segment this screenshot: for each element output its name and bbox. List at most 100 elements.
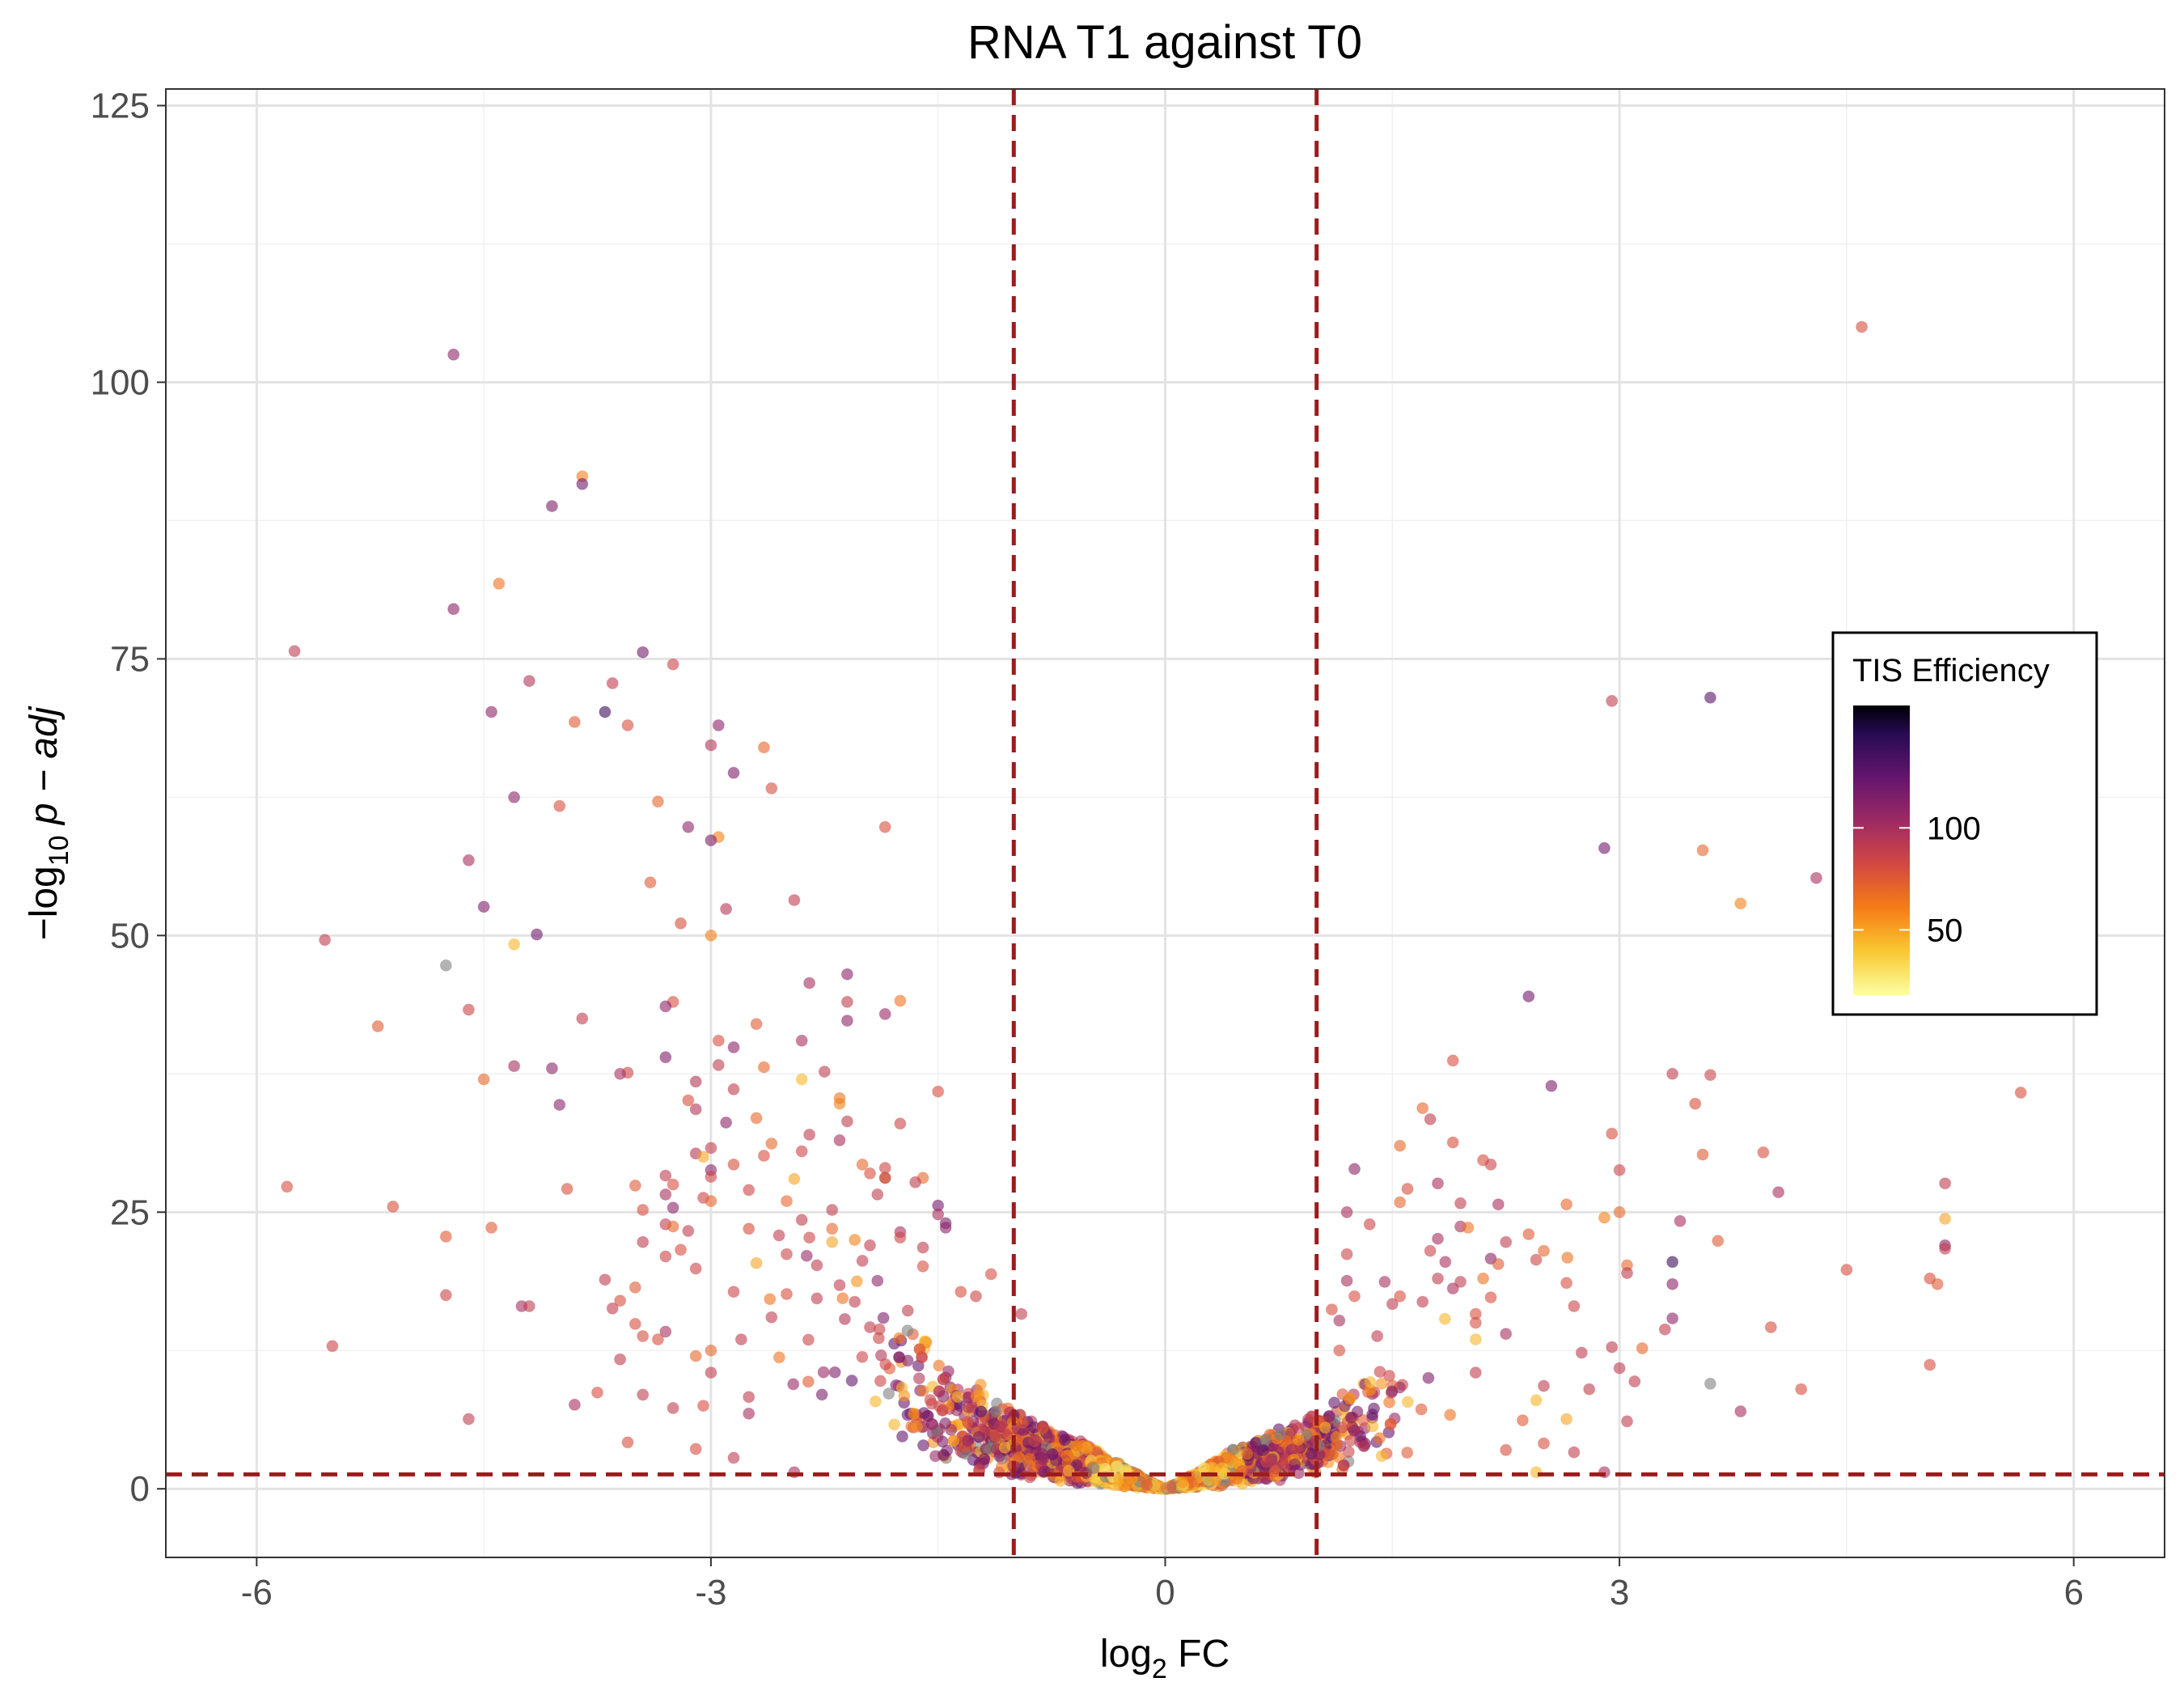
data-point [1274, 1428, 1287, 1441]
data-point [1666, 1312, 1679, 1325]
data-point [916, 1384, 929, 1397]
data-point [1446, 1282, 1459, 1295]
data-point [439, 1230, 452, 1243]
data-point [675, 1244, 687, 1256]
data-point [1636, 1342, 1649, 1354]
data-point [895, 1381, 908, 1394]
data-point [1363, 1218, 1376, 1231]
y-tick-label: 75 [110, 639, 150, 679]
data-point [599, 1273, 612, 1286]
data-point [1323, 1410, 1335, 1422]
data-point [743, 1222, 756, 1235]
data-point [879, 1358, 892, 1371]
data-point [878, 1007, 891, 1020]
data-point [1560, 1413, 1573, 1426]
data-point [817, 1366, 830, 1379]
data-point [1364, 1375, 1377, 1388]
data-point [667, 1401, 679, 1414]
data-point [795, 1073, 808, 1086]
data-point [916, 1241, 929, 1254]
data-point [1394, 1290, 1407, 1303]
y-tick-label: 25 [110, 1193, 150, 1232]
data-point [1492, 1198, 1505, 1211]
data-point [750, 1112, 763, 1125]
data-point [1666, 1277, 1679, 1290]
data-point [1241, 1447, 1254, 1460]
data-point [553, 799, 566, 812]
data-point [1492, 1258, 1505, 1270]
data-point [1386, 1385, 1399, 1398]
data-point [972, 1430, 985, 1443]
data-point [1337, 1459, 1350, 1472]
data-point [1386, 1298, 1399, 1311]
data-point [531, 928, 544, 941]
data-point [1598, 1211, 1610, 1224]
data-point [1795, 1383, 1808, 1396]
data-point [750, 1256, 763, 1269]
data-point [743, 1184, 756, 1197]
data-point [523, 1300, 535, 1312]
data-point [1357, 1439, 1370, 1452]
data-point [1424, 1244, 1437, 1257]
y-tick-label: 0 [130, 1469, 150, 1509]
data-point [667, 1201, 679, 1214]
data-point [1704, 1377, 1716, 1390]
data-point [667, 1220, 679, 1233]
data-point [850, 1275, 863, 1288]
data-point [659, 1000, 672, 1013]
data-point [1422, 1371, 1435, 1384]
data-point [947, 1434, 960, 1447]
data-point [1939, 1242, 1952, 1255]
data-point [727, 1451, 740, 1464]
data-point [1378, 1275, 1391, 1288]
data-point [989, 1430, 1001, 1443]
data-point [508, 790, 521, 803]
data-point [1704, 1069, 1716, 1082]
data-point [637, 646, 650, 659]
data-point [1223, 1452, 1236, 1465]
data-point [1606, 1127, 1619, 1140]
data-point [485, 705, 497, 718]
data-point [917, 1439, 929, 1451]
data-point [913, 1343, 926, 1356]
data-point [1340, 1205, 1353, 1218]
data-point [1087, 1462, 1100, 1474]
data-point [1560, 1198, 1573, 1211]
data-point [811, 1259, 823, 1272]
data-point [1344, 1434, 1357, 1447]
x-tick-label: -6 [241, 1573, 273, 1612]
data-point [1054, 1475, 1067, 1488]
data-point [1462, 1221, 1475, 1234]
data-point [942, 1365, 954, 1378]
data-point [937, 1373, 950, 1386]
data-point [1176, 1476, 1189, 1489]
data-point [1292, 1421, 1305, 1434]
data-point [1545, 1079, 1558, 1092]
data-point [871, 1188, 884, 1201]
data-point [765, 782, 778, 794]
data-point [833, 1097, 846, 1110]
data-point [1613, 1362, 1626, 1375]
data-point [1394, 1196, 1407, 1209]
data-point [1140, 1475, 1153, 1488]
data-point [1666, 1256, 1679, 1269]
data-point [727, 1083, 740, 1095]
data-point [1516, 1414, 1529, 1427]
data-point [772, 1351, 785, 1364]
data-point [477, 900, 490, 913]
data-point [712, 719, 725, 731]
data-point [962, 1434, 975, 1447]
data-point [637, 1330, 650, 1342]
data-point [1070, 1459, 1083, 1472]
data-point [568, 1398, 581, 1411]
data-point [682, 1094, 695, 1107]
data-point [869, 1395, 882, 1408]
data-point [803, 1231, 816, 1244]
data-point [705, 1344, 717, 1357]
data-point [826, 1235, 839, 1248]
data-point [485, 1221, 497, 1234]
data-point [901, 1304, 914, 1317]
data-point [1016, 1416, 1029, 1429]
data-point [757, 1061, 770, 1074]
data-point [838, 1312, 851, 1325]
